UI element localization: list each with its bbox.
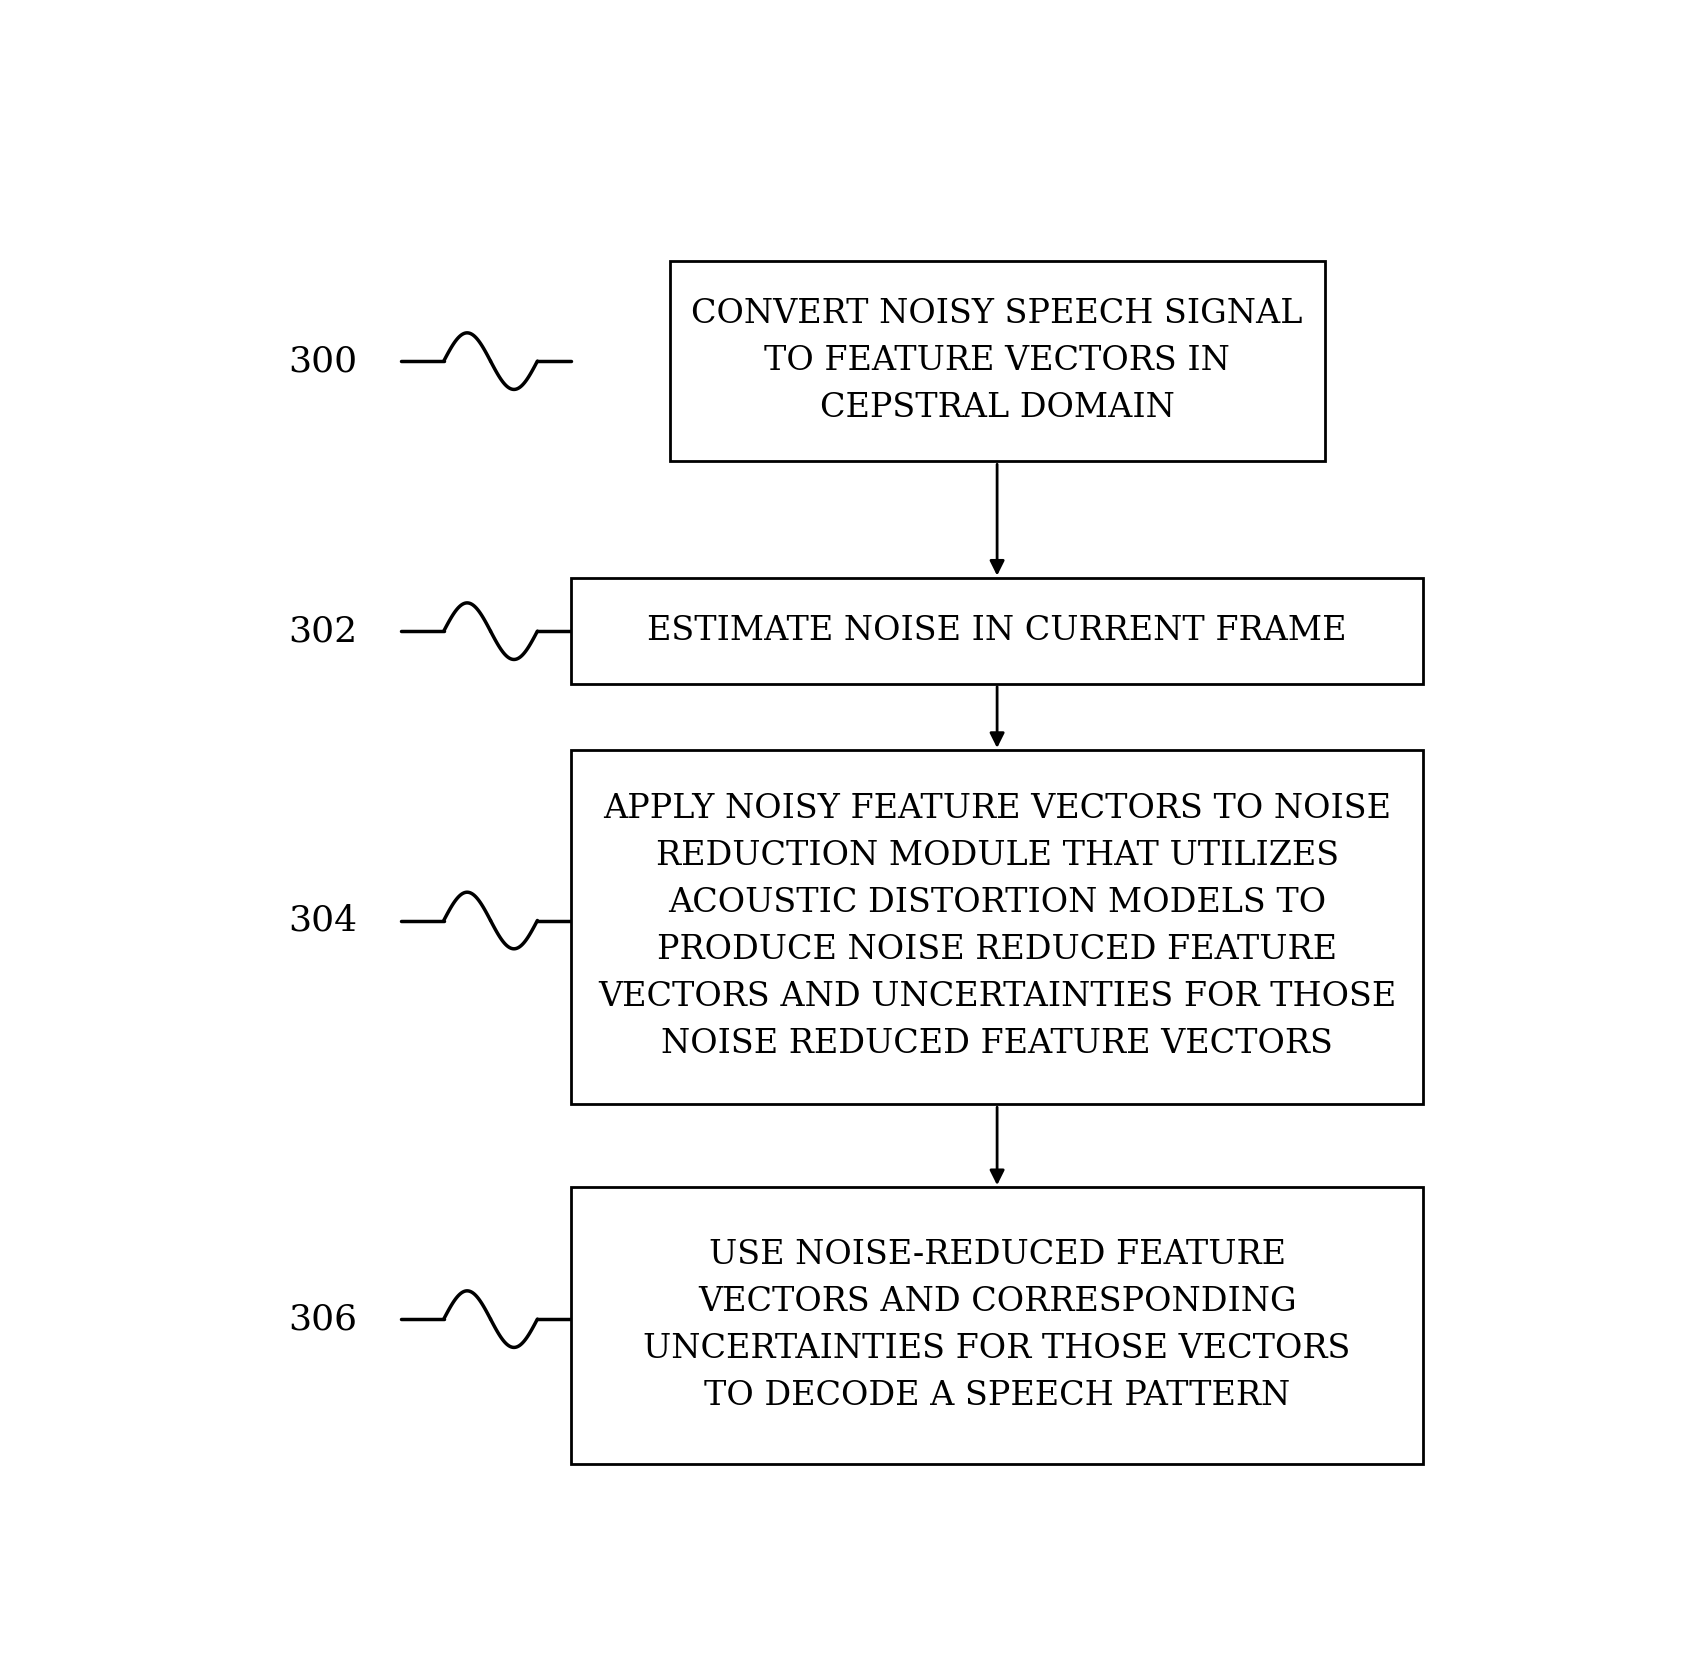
Text: APPLY NOISY FEATURE VECTORS TO NOISE
REDUCTION MODULE THAT UTILIZES
ACOUSTIC DIS: APPLY NOISY FEATURE VECTORS TO NOISE RED… [598,793,1395,1060]
Bar [571,1187,1422,1465]
Text: 302: 302 [287,615,356,648]
Text: USE NOISE-REDUCED FEATURE
VECTORS AND CORRESPONDING
UNCERTAINTIES FOR THOSE VECT: USE NOISE-REDUCED FEATURE VECTORS AND CO… [644,1239,1350,1413]
Text: 300: 300 [287,344,356,377]
Text: 304: 304 [287,903,356,937]
Bar [669,262,1324,461]
Text: CONVERT NOISY SPEECH SIGNAL
TO FEATURE VECTORS IN
CEPSTRAL DOMAIN: CONVERT NOISY SPEECH SIGNAL TO FEATURE V… [691,299,1302,424]
Bar [571,578,1422,685]
Text: 306: 306 [287,1303,356,1336]
Text: ESTIMATE NOISE IN CURRENT FRAME: ESTIMATE NOISE IN CURRENT FRAME [647,615,1346,648]
Bar [571,750,1422,1104]
